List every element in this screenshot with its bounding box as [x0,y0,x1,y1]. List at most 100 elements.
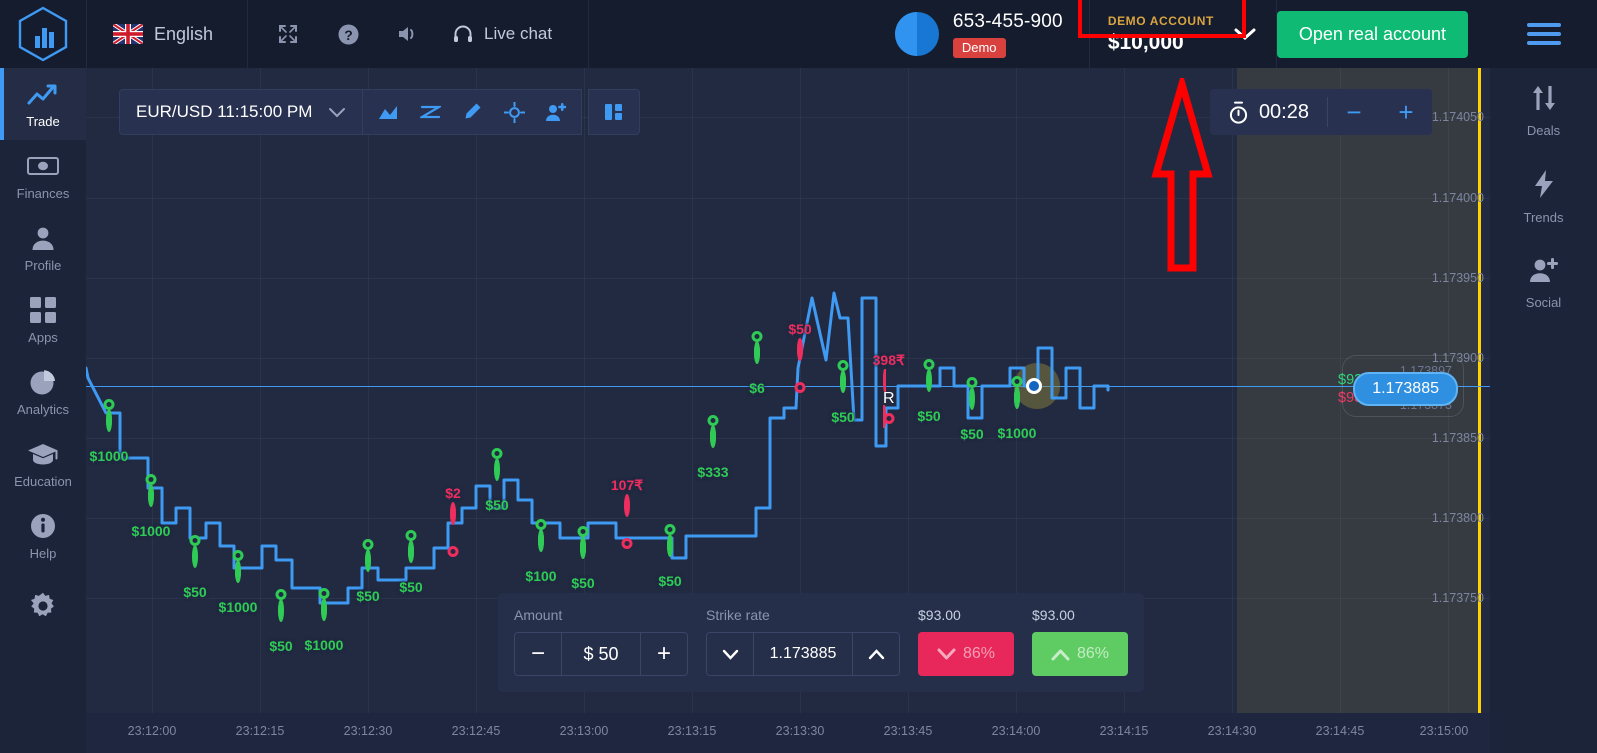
marker-pin [751,331,763,342]
sidebar-item-apps[interactable]: Apps [0,284,86,356]
timer-decrease-button[interactable]: − [1346,96,1362,127]
time-tick: 23:13:45 [883,724,933,738]
add-trader-button[interactable] [535,89,577,135]
trade-marker[interactable]: $50 [788,321,812,393]
put-down-button[interactable]: 86% [918,632,1014,676]
trade-marker[interactable]: $2 [445,485,461,557]
account-info[interactable]: 653-455-900 Demo [894,11,1089,58]
sidebar-item-help[interactable]: Help [0,500,86,572]
marker-amount: $50 [831,409,855,425]
trade-marker[interactable]: R 398₹ [873,352,905,428]
help-button[interactable]: ? [318,0,378,68]
trade-marker[interactable]: $50 [356,539,380,604]
trade-marker[interactable]: $50 [658,524,682,589]
trader-avatar [667,534,673,557]
marker-amount: 398₹ [872,352,905,368]
trade-marker[interactable]: $1000 [219,550,257,615]
sidebar-label: Social [1525,295,1562,310]
gridline [86,438,1490,439]
trader-avatar [321,598,327,621]
time-tick: 23:13:30 [775,724,825,738]
time-tick: 23:15:00 [1419,724,1469,738]
marker-pin [491,448,503,459]
trade-marker[interactable]: $50 [485,448,509,513]
marker-pin [794,382,806,393]
amount-group: Amount − $ 50 + [514,607,688,676]
sidebar-item-analytics[interactable]: Analytics [0,356,86,428]
amount-decrease-button[interactable]: − [515,633,561,675]
fullscreen-button[interactable] [258,0,318,68]
open-real-account-button[interactable]: Open real account [1276,10,1468,58]
time-tick: 23:14:00 [991,724,1041,738]
trade-marker[interactable]: 107₹ [611,477,643,549]
sidebar-item-trends[interactable]: Trends [1490,154,1597,240]
trader-avatar [408,540,414,563]
asset-name-label: EUR/USD 11:15:00 PM [136,102,313,121]
chart-area[interactable]: $1000 $1000 $50 $1000 $50 $1000 [86,68,1490,753]
gridline [692,68,693,713]
marker-amount: $50 [269,638,293,654]
brand-logo[interactable] [0,0,86,68]
trade-marker[interactable]: $1000 [998,376,1036,441]
crosshair-button[interactable] [493,89,535,135]
amount-increase-button[interactable]: + [641,633,687,675]
trade-marker[interactable]: $1000 [90,399,128,464]
trade-marker[interactable]: $333 [697,415,729,480]
live-chat-label: Live chat [484,24,553,43]
marker-pin [275,589,287,600]
amount-input[interactable]: $ 50 [561,633,641,675]
sidebar-item-finances[interactable]: Finances [0,140,86,212]
trade-marker[interactable]: $50 [183,535,207,600]
trade-marker[interactable]: $50 [269,589,293,654]
sidebar-item-social[interactable]: Social [1490,240,1597,326]
live-chat-button[interactable]: Live chat [438,0,578,68]
chart-type-button[interactable] [367,89,409,135]
call-up-button[interactable]: 86% [1032,632,1128,676]
sidebar-item-education[interactable]: Education [0,428,86,500]
trader-avatar [926,369,932,392]
marker-pin [103,399,115,410]
strike-rate-input[interactable]: 1.173885 [753,633,853,675]
marker-amount: $50 [183,584,207,600]
time-tick: 23:12:15 [235,724,285,738]
sidebar-label: Analytics [16,402,70,417]
sound-button[interactable] [378,0,438,68]
timer-increase-button[interactable]: + [1398,96,1414,127]
account-details: 653-455-900 Demo [952,11,1063,58]
trade-marker[interactable]: $6 [749,331,765,396]
trade-marker[interactable]: $100 [525,519,557,584]
strike-decrease-button[interactable] [707,633,753,675]
up-down-arrows-icon [1529,84,1559,117]
trade-marker[interactable]: $1000 [305,588,343,653]
balance-texts: DEMO ACCOUNT $10,000 [1108,14,1214,55]
menu-toggle-button[interactable] [1490,0,1597,68]
banknote-icon [26,151,60,181]
expiry-time-line [1478,68,1481,713]
language-selector[interactable]: English [87,0,247,68]
chevron-down-icon [1234,28,1256,41]
time-tick: 23:14:45 [1315,724,1365,738]
sidebar-item-settings[interactable] [0,572,86,644]
call-group: $93.00 86% [1032,607,1128,676]
trade-marker[interactable]: $50 [917,359,941,424]
sidebar-label: Education [14,474,72,489]
layout-button[interactable] [593,89,635,135]
chevron-down-icon [329,107,346,117]
sidebar-label: Trends [1523,210,1564,225]
trade-marker[interactable]: $50 [831,360,855,425]
strike-increase-button[interactable] [853,633,899,675]
trade-marker[interactable]: $1000 [132,474,170,539]
balance-selector[interactable]: DEMO ACCOUNT $10,000 [1090,0,1276,68]
amount-label: Amount [514,607,563,623]
trade-marker[interactable]: $50 [960,377,984,442]
price-tick: 1.174050 [1431,110,1484,124]
asset-selector[interactable]: EUR/USD 11:15:00 PM [119,89,364,135]
sidebar-item-trade[interactable]: Trade [0,68,86,140]
indicators-button[interactable] [409,89,451,135]
sidebar-item-deals[interactable]: Deals [1490,68,1597,154]
draw-button[interactable] [451,89,493,135]
sidebar-item-profile[interactable]: Profile [0,212,86,284]
price-tick: 1.173800 [1431,511,1484,525]
trade-marker[interactable]: $50 [571,526,595,591]
trade-marker[interactable]: $50 [399,530,423,595]
